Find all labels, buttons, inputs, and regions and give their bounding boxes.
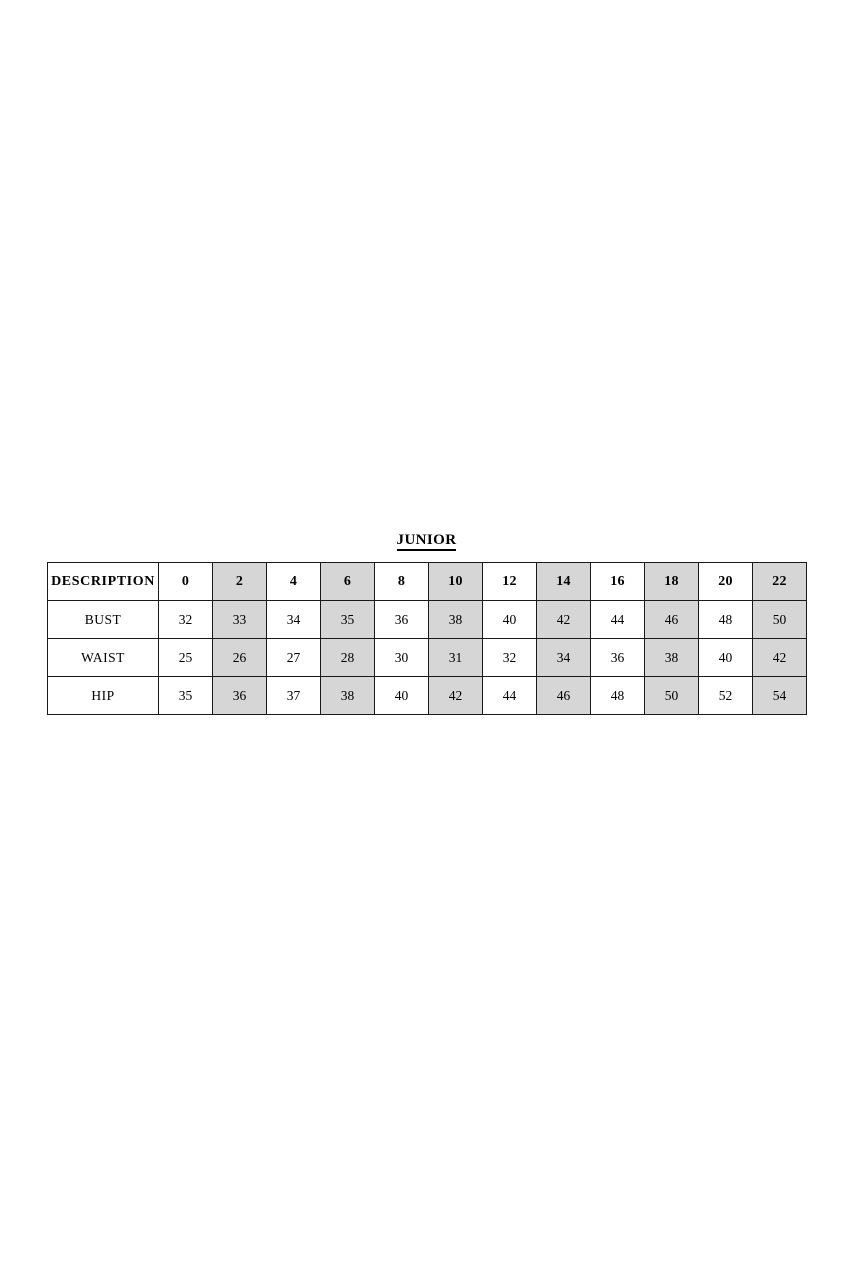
column-header-size-0: 0 [158,562,213,601]
header-row: DESCRIPTION 0 2 4 6 8 10 12 14 16 18 20 … [47,562,807,601]
cell-waist-12: 32 [482,638,537,677]
row-label-waist: WAIST [47,638,159,677]
cell-hip-2: 36 [212,676,267,715]
cell-hip-0: 35 [158,676,213,715]
cell-waist-0: 25 [158,638,213,677]
size-chart-table: DESCRIPTION 0 2 4 6 8 10 12 14 16 18 20 … [47,562,807,715]
row-label-hip: HIP [47,676,159,715]
cell-bust-6: 35 [320,600,375,639]
cell-waist-22: 42 [752,638,807,677]
column-header-size-10: 10 [428,562,483,601]
column-header-size-14: 14 [536,562,591,601]
cell-hip-20: 52 [698,676,753,715]
cell-bust-18: 46 [644,600,699,639]
column-header-size-2: 2 [212,562,267,601]
column-header-size-16: 16 [590,562,645,601]
cell-bust-10: 38 [428,600,483,639]
size-chart-container: DESCRIPTION 0 2 4 6 8 10 12 14 16 18 20 … [47,562,807,715]
table-row: HIP 35 36 37 38 40 42 44 46 48 50 52 54 [47,676,807,715]
cell-bust-4: 34 [266,600,321,639]
cell-bust-2: 33 [212,600,267,639]
cell-waist-6: 28 [320,638,375,677]
cell-hip-10: 42 [428,676,483,715]
page-title: JUNIOR [47,531,806,551]
cell-bust-16: 44 [590,600,645,639]
cell-waist-18: 38 [644,638,699,677]
column-header-size-18: 18 [644,562,699,601]
cell-bust-0: 32 [158,600,213,639]
column-header-size-22: 22 [752,562,807,601]
cell-bust-22: 50 [752,600,807,639]
table-row: BUST 32 33 34 35 36 38 40 42 44 46 48 50 [47,600,807,639]
cell-waist-20: 40 [698,638,753,677]
cell-waist-4: 27 [266,638,321,677]
cell-waist-10: 31 [428,638,483,677]
column-header-size-4: 4 [266,562,321,601]
column-header-size-20: 20 [698,562,753,601]
table-body: BUST 32 33 34 35 36 38 40 42 44 46 48 50… [47,600,807,715]
cell-waist-16: 36 [590,638,645,677]
row-label-bust: BUST [47,600,159,639]
cell-hip-16: 48 [590,676,645,715]
column-header-size-8: 8 [374,562,429,601]
cell-bust-12: 40 [482,600,537,639]
cell-hip-12: 44 [482,676,537,715]
cell-hip-18: 50 [644,676,699,715]
cell-bust-20: 48 [698,600,753,639]
page-title-text: JUNIOR [396,531,457,551]
cell-hip-14: 46 [536,676,591,715]
cell-waist-2: 26 [212,638,267,677]
table-header: DESCRIPTION 0 2 4 6 8 10 12 14 16 18 20 … [47,562,807,601]
cell-waist-14: 34 [536,638,591,677]
cell-hip-4: 37 [266,676,321,715]
cell-waist-8: 30 [374,638,429,677]
cell-hip-22: 54 [752,676,807,715]
cell-hip-8: 40 [374,676,429,715]
column-header-description: DESCRIPTION [47,562,159,601]
column-header-size-12: 12 [482,562,537,601]
table-row: WAIST 25 26 27 28 30 31 32 34 36 38 40 4… [47,638,807,677]
cell-bust-8: 36 [374,600,429,639]
cell-bust-14: 42 [536,600,591,639]
column-header-size-6: 6 [320,562,375,601]
cell-hip-6: 38 [320,676,375,715]
